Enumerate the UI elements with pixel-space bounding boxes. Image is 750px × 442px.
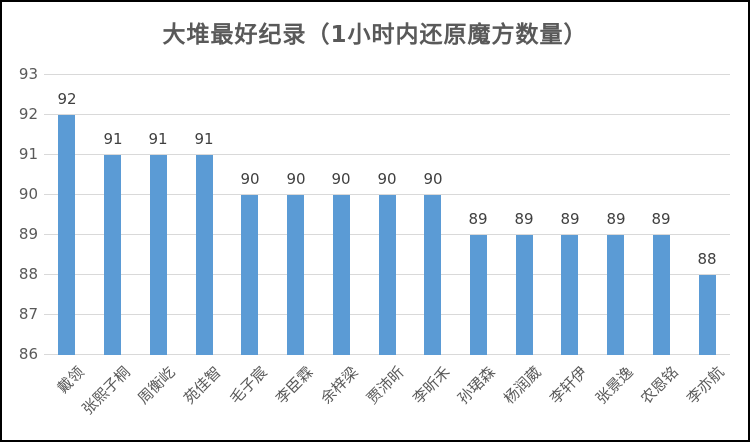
gridline <box>44 114 730 115</box>
bar-value-label: 90 <box>240 170 260 188</box>
bar <box>561 235 578 355</box>
bar-value-label: 90 <box>331 170 351 188</box>
bar <box>379 195 396 355</box>
bar <box>424 195 441 355</box>
y-axis-tick-label: 88 <box>18 265 38 283</box>
bar <box>516 235 533 355</box>
bar <box>104 155 121 355</box>
y-axis-tick-label: 89 <box>18 225 38 243</box>
bar <box>470 235 487 355</box>
y-axis-tick-label: 93 <box>18 65 38 83</box>
bar-value-label: 91 <box>103 130 123 148</box>
bar-value-label: 91 <box>148 130 168 148</box>
gridline <box>44 74 730 75</box>
y-axis-tick-label: 90 <box>18 185 38 203</box>
y-axis-tick-label: 92 <box>18 105 38 123</box>
bar-value-label: 89 <box>651 210 671 228</box>
bar-value-label: 92 <box>57 90 77 108</box>
gridline <box>44 194 730 195</box>
bar <box>333 195 350 355</box>
bar <box>607 235 624 355</box>
gridline <box>44 154 730 155</box>
bar <box>653 235 670 355</box>
bar <box>699 275 716 355</box>
bar-value-label: 89 <box>606 210 626 228</box>
bar-value-label: 88 <box>697 250 717 268</box>
y-axis-tick-label: 86 <box>18 345 38 363</box>
chart-title: 大堆最好纪录（1小时内还原魔方数量） <box>162 22 588 48</box>
bar-value-label: 89 <box>514 210 534 228</box>
bar-value-label: 90 <box>423 170 443 188</box>
bar <box>287 195 304 355</box>
y-axis-tick-label: 91 <box>18 145 38 163</box>
y-axis-tick-label: 87 <box>18 305 38 323</box>
bar-value-label: 89 <box>560 210 580 228</box>
bar-value-label: 90 <box>377 170 397 188</box>
bar-value-label: 90 <box>286 170 306 188</box>
bar-value-label: 91 <box>194 130 214 148</box>
bar <box>58 115 75 355</box>
bar <box>150 155 167 355</box>
bar <box>241 195 258 355</box>
bar-value-label: 89 <box>468 210 488 228</box>
bar <box>196 155 213 355</box>
